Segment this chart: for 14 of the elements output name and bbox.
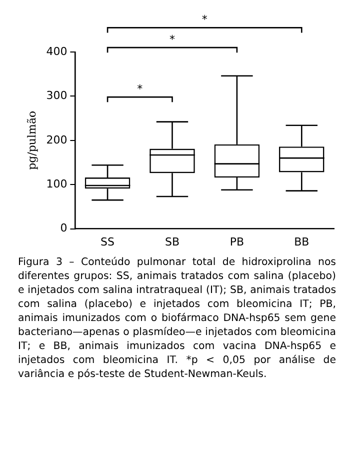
x-tick-label: SB [164,235,180,248]
text: * [202,13,208,26]
y-tick-label: 300 [46,89,68,102]
x-tick-label: BB [294,235,310,248]
y-axis-title: pg/pulmão [25,110,38,170]
y-tick-label: 100 [46,177,68,190]
y-tick-label: 400 [46,44,68,58]
x-tick-label: PB [230,235,244,248]
y-tick-label: 200 [46,133,68,146]
text: * [169,32,176,46]
annotation: * [137,82,144,96]
y-tick-label: 0 [60,222,68,235]
x-tick-label: SS [100,235,115,248]
text: Figura 3 – Conteúdo pulmonar total de hidroxiprolina nos diferentes grupos: SS, animais tratados com salina (placebo) e injetados com salina intratraqueal (IT); SB, animais tratados com salina (placebo) e injetados com bleomicina IT; PB, animais imunizados com o biofármaco DNA-hsp65 sem gene bacteriano—apenas o plasmídeo—e injetados com bleomicina IT; e BB, animais imunizados com vacina DNA-hsp65 e injetados com bleomicina IT. *p < 0,05 por análise de variância e pós-teste de Student-Newman-Keuls. [18,257,336,380]
